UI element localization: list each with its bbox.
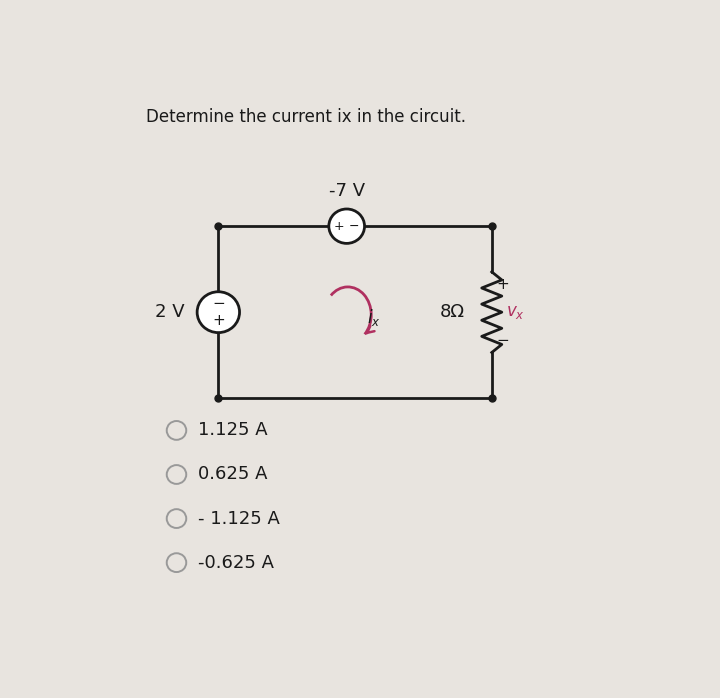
Text: 8Ω: 8Ω: [440, 303, 465, 321]
Text: +: +: [212, 313, 225, 328]
Circle shape: [329, 209, 364, 244]
Text: −: −: [497, 333, 509, 348]
Circle shape: [167, 421, 186, 440]
Text: 1.125 A: 1.125 A: [198, 422, 267, 440]
Text: −: −: [212, 296, 225, 311]
Text: $v_x$: $v_x$: [505, 303, 525, 321]
Circle shape: [197, 292, 240, 333]
Circle shape: [167, 554, 186, 572]
Text: $i_x$: $i_x$: [367, 307, 381, 328]
Text: - 1.125 A: - 1.125 A: [198, 510, 279, 528]
Text: −: −: [348, 220, 359, 232]
Circle shape: [167, 509, 186, 528]
Text: 0.625 A: 0.625 A: [198, 466, 267, 484]
Text: +: +: [334, 220, 345, 232]
Text: 2 V: 2 V: [156, 303, 185, 321]
Text: -7 V: -7 V: [328, 182, 365, 200]
Text: +: +: [497, 276, 509, 292]
Circle shape: [167, 465, 186, 484]
Text: Determine the current ix in the circuit.: Determine the current ix in the circuit.: [145, 108, 466, 126]
Text: -0.625 A: -0.625 A: [198, 554, 274, 572]
